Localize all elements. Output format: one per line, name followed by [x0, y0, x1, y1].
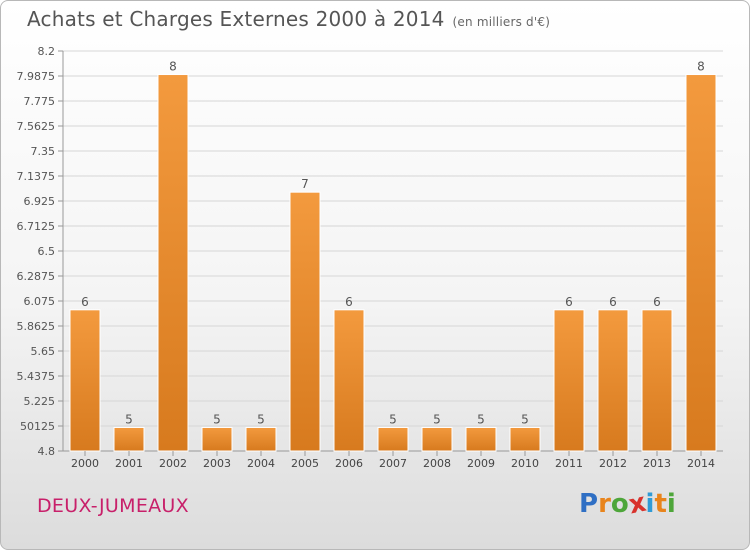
- data-label-2001: 5: [125, 412, 133, 426]
- x-tick-label-2003: 2003: [203, 457, 231, 470]
- logo-letter: r: [598, 489, 611, 519]
- x-tick-label-2004: 2004: [247, 457, 275, 470]
- bar-2004: [245, 426, 277, 452]
- logo-letter: P: [579, 489, 599, 519]
- y-tick-label: 7.775: [24, 95, 56, 108]
- x-tick-label-2009: 2009: [467, 457, 495, 470]
- y-tick-label: 7.35: [31, 145, 56, 158]
- x-tick-label-2008: 2008: [423, 457, 451, 470]
- data-label-2000: 6: [81, 295, 89, 309]
- x-tick-labels: 2000 2001 2002 2003 2004 2005 2006 2007 2008 2009…: [71, 451, 715, 470]
- logo-letter: i: [645, 489, 655, 519]
- data-label-2012: 6: [609, 295, 617, 309]
- y-tick-label: 7.5625: [17, 120, 56, 133]
- place-name: DEUX-JUMEAUX: [37, 495, 189, 517]
- bar-2005: [289, 191, 321, 452]
- data-label-2004: 5: [257, 412, 265, 426]
- x-tick-label-2011: 2011: [555, 457, 583, 470]
- bar-2009: [465, 426, 497, 452]
- bar-2014: [685, 74, 717, 452]
- logo-letter: t: [654, 489, 667, 519]
- x-tick-label-2000: 2000: [71, 457, 99, 470]
- bar-2012: [597, 309, 629, 452]
- data-label-2005: 7: [301, 177, 309, 191]
- bar-2010: [509, 426, 541, 452]
- chart-subtitle: (en milliers d'€): [452, 15, 551, 29]
- y-tick-label: 5.8625: [17, 320, 56, 333]
- bar-2002: [157, 74, 189, 452]
- x-tick-label-2012: 2012: [599, 457, 627, 470]
- y-tick-label: 7.9875: [17, 70, 56, 83]
- x-tick-label-2014: 2014: [687, 457, 715, 470]
- y-tick-label: 6.075: [24, 295, 56, 308]
- y-tick-label: 6.2875: [17, 270, 56, 283]
- bar-2008: [421, 426, 453, 452]
- bar-2013: [641, 309, 673, 452]
- proxiti-logo: Proxiti: [579, 488, 676, 521]
- data-label-2007: 5: [389, 412, 397, 426]
- x-tick-label-2002: 2002: [159, 457, 187, 470]
- bar-2000: [69, 309, 101, 452]
- logo-letter: i: [666, 489, 676, 519]
- x-tick-label-2006: 2006: [335, 457, 363, 470]
- bar-2011: [553, 309, 585, 452]
- x-tick-label-2013: 2013: [643, 457, 671, 470]
- y-tick-label: 5.225: [24, 395, 56, 408]
- bar-2007: [377, 426, 409, 452]
- logo-letter: o: [610, 489, 629, 519]
- bar-2006: [333, 309, 365, 452]
- data-label-2002: 8: [169, 60, 177, 74]
- y-tick-label: 5.4375: [17, 370, 56, 383]
- data-label-2013: 6: [653, 295, 661, 309]
- x-tick-label-2007: 2007: [379, 457, 407, 470]
- data-labels: 6 5 8 5 5 7 6 5 5 5 5 6 6 6 8: [81, 60, 705, 427]
- bar-2001: [113, 426, 145, 452]
- data-label-2010: 5: [521, 412, 529, 426]
- data-label-2011: 6: [565, 295, 573, 309]
- y-tick-label: 5.65: [31, 345, 56, 358]
- x-tick-label-2001: 2001: [115, 457, 143, 470]
- data-label-2006: 6: [345, 295, 353, 309]
- data-label-2014: 8: [697, 60, 705, 74]
- bar-2003: [201, 426, 233, 452]
- data-label-2009: 5: [477, 412, 485, 426]
- y-tick-label: 8.2: [38, 45, 56, 58]
- y-tick-labels: 4.8 50125 5.225 5.4375 5.65 5.8625 6.075 6.2875…: [17, 45, 56, 458]
- y-tick-label: 6.5: [38, 245, 56, 258]
- chart-title: Achats et Charges Externes 2000 à 2014: [27, 7, 445, 31]
- bars: [69, 74, 717, 452]
- y-tick-label: 4.8: [38, 445, 56, 458]
- data-label-2003: 5: [213, 412, 221, 426]
- y-tick-label: 6.7125: [17, 220, 56, 233]
- chart-title-block: Achats et Charges Externes 2000 à 2014 (e…: [27, 7, 550, 31]
- y-tick-label: 6.925: [24, 195, 56, 208]
- y-tick-label: 7.1375: [17, 170, 56, 183]
- x-tick-label-2010: 2010: [511, 457, 539, 470]
- y-tick-label: 50125: [20, 420, 55, 433]
- x-tick-label-2005: 2005: [291, 457, 319, 470]
- data-label-2008: 5: [433, 412, 441, 426]
